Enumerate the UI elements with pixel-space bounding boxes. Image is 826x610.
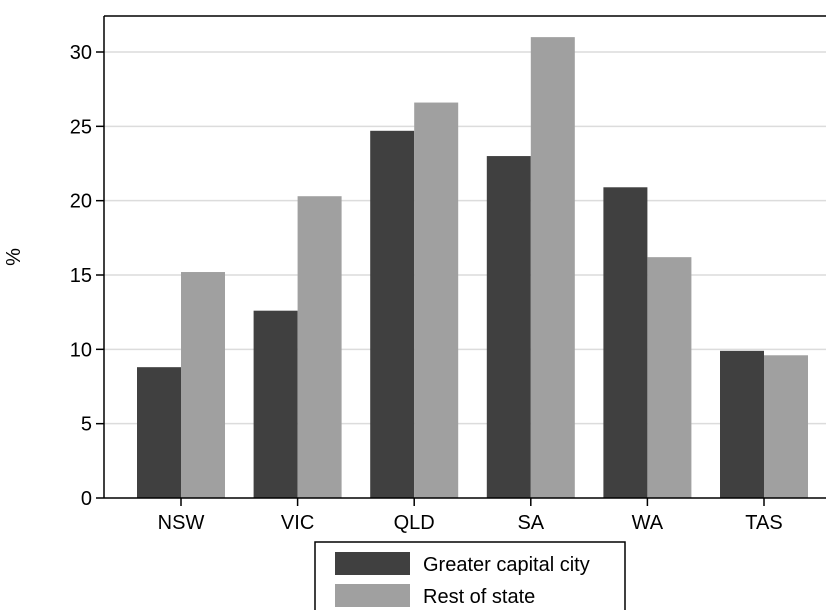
bars	[137, 37, 808, 499]
y-tick-label: 25	[70, 116, 92, 138]
y-tick-label: 5	[81, 414, 92, 436]
bar-vic-series-2	[297, 196, 342, 498]
legend: Greater capital city Rest of state	[314, 541, 626, 610]
bar-qld-series-2	[414, 102, 459, 499]
y-axis-ticks: 0 5 10 15 20 25 30	[70, 42, 104, 510]
y-tick-label: 10	[70, 339, 92, 361]
x-tick-label-sa: SA	[517, 512, 544, 534]
x-tick-label-qld: QLD	[394, 512, 435, 534]
bar-tas-series-1	[720, 350, 764, 498]
y-tick-label: 20	[70, 191, 92, 213]
y-axis-title: %	[3, 248, 25, 266]
bar-wa-series-2	[647, 257, 692, 498]
legend-label-greater-capital-city: Greater capital city	[423, 554, 590, 576]
x-tick-label-tas: TAS	[745, 512, 782, 534]
bar-tas-series-2	[764, 355, 808, 498]
bar-qld-series-1	[370, 130, 415, 498]
bar-nsw-series-1	[137, 367, 181, 498]
legend-swatch-greater-capital-city	[335, 552, 410, 575]
bar-wa-series-1	[603, 187, 648, 498]
bar-nsw-series-2	[181, 272, 225, 498]
bar-sa-series-2	[530, 37, 575, 499]
legend-label-rest-of-state: Rest of state	[423, 586, 535, 608]
x-axis-ticks: NSW VIC QLD SA WA TAS	[158, 498, 783, 534]
y-tick-label: 15	[70, 265, 92, 287]
y-tick-label: 0	[81, 488, 92, 510]
y-tick-label: 30	[70, 42, 92, 64]
x-tick-label-nsw: NSW	[158, 512, 205, 534]
bar-vic-series-1	[253, 310, 298, 498]
x-tick-label-vic: VIC	[281, 512, 314, 534]
x-tick-label-wa: WA	[632, 512, 664, 534]
legend-swatch-rest-of-state	[335, 584, 410, 607]
bar-sa-series-1	[486, 156, 531, 499]
